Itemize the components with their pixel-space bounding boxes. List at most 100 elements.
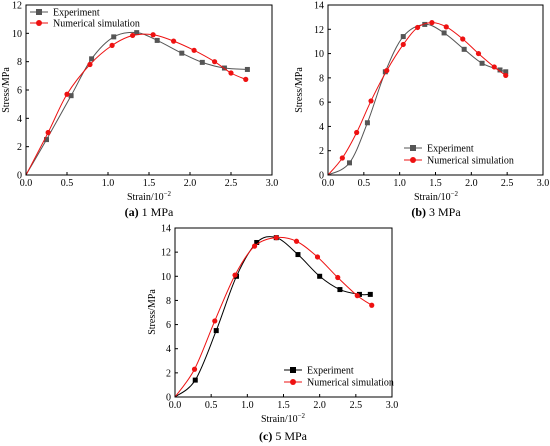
y-tick-label: 10 bbox=[314, 49, 324, 60]
legend-marker-experiment bbox=[290, 367, 296, 373]
experiment-line bbox=[327, 23, 506, 176]
y-tick-label: 0 bbox=[166, 393, 171, 404]
x-axis-title-exponent: −2 bbox=[298, 412, 306, 420]
series-layer bbox=[174, 235, 375, 398]
simulation-point bbox=[150, 32, 156, 38]
plot-frame bbox=[25, 4, 273, 176]
simulation-line bbox=[25, 33, 246, 176]
experiment-point bbox=[364, 120, 370, 126]
x-tick-label: 1.0 bbox=[393, 178, 406, 189]
y-tick-label: 2 bbox=[166, 368, 171, 379]
legend: Experiment Numerical simulation bbox=[30, 8, 140, 30]
legend: Experiment Numerical simulation bbox=[284, 366, 394, 389]
series-layer bbox=[25, 30, 250, 176]
x-tick-label: 0.5 bbox=[205, 400, 218, 411]
simulation-point bbox=[369, 302, 375, 308]
experiment-point bbox=[347, 160, 352, 166]
y-axis-title: Stress/MPa bbox=[147, 289, 158, 335]
simulation-point bbox=[87, 61, 93, 68]
x-tick-label: 1.0 bbox=[102, 178, 115, 189]
x-tick-label: 3.0 bbox=[386, 400, 399, 411]
simulation-point bbox=[251, 243, 258, 249]
experiment-point bbox=[367, 291, 373, 297]
experiment-point bbox=[337, 287, 343, 293]
y-tick-label: 10 bbox=[161, 272, 171, 283]
legend-marker-experiment bbox=[36, 9, 42, 15]
panel-c: 0.0 0.5 1.0 1.5 2.0 2.5 3.0 0 2 4 6 8 10 12 14 Stress/… bbox=[147, 224, 398, 444]
legend-label-simulation: Numerical simulation bbox=[307, 378, 394, 389]
simulation-point bbox=[109, 42, 115, 48]
experiment-point bbox=[44, 137, 49, 143]
legend-label-experiment: Experiment bbox=[53, 8, 100, 19]
experiment-point bbox=[400, 34, 406, 40]
experiment-point bbox=[89, 56, 95, 62]
x-tick-label: 1.5 bbox=[277, 400, 290, 411]
axis-ticks bbox=[25, 4, 273, 176]
x-tick-label: 2.5 bbox=[350, 400, 363, 411]
simulation-point bbox=[212, 318, 218, 324]
caption-text: 5 MPa bbox=[272, 429, 307, 443]
experiment-point bbox=[199, 59, 205, 65]
simulation-point bbox=[243, 76, 249, 82]
experiment-point bbox=[441, 30, 447, 36]
simulation-point bbox=[191, 366, 198, 372]
simulation-point bbox=[460, 36, 466, 42]
caption: (a) 1 MPa bbox=[125, 205, 174, 219]
y-axis-title: Stress/MPa bbox=[1, 67, 12, 113]
experiment-point bbox=[461, 46, 467, 52]
caption-text: 1 MPa bbox=[139, 205, 174, 219]
simulation-point bbox=[293, 238, 300, 244]
simulation-point bbox=[314, 254, 321, 260]
experiment-point bbox=[213, 328, 219, 334]
legend-label-experiment: Experiment bbox=[307, 366, 354, 377]
caption: (b) 3 MPa bbox=[411, 205, 461, 219]
caption-letter: (c) bbox=[259, 429, 272, 443]
y-tick-label: 8 bbox=[166, 296, 171, 307]
simulation-point bbox=[335, 274, 341, 281]
legend-label-simulation: Numerical simulation bbox=[53, 19, 140, 30]
axis-ticks bbox=[174, 227, 393, 398]
simulation-point bbox=[339, 155, 345, 161]
simulation-line bbox=[327, 22, 507, 176]
caption: (c) 5 MPa bbox=[259, 429, 308, 443]
x-tick-label: 0.5 bbox=[358, 178, 371, 189]
simulation-point bbox=[384, 67, 390, 74]
simulation-point bbox=[191, 47, 197, 53]
x-axis-title-text: Strain/10 bbox=[127, 192, 164, 203]
simulation-point bbox=[429, 20, 435, 26]
y-tick-label: 14 bbox=[314, 1, 324, 12]
experiment-point bbox=[295, 252, 301, 258]
caption-text: 3 MPa bbox=[426, 205, 461, 219]
legend-label-simulation: Numerical simulation bbox=[427, 156, 514, 167]
experiment-point bbox=[68, 93, 74, 99]
legend-marker-simulation bbox=[36, 20, 42, 26]
y-tick-label: 12 bbox=[314, 25, 324, 36]
simulation-point bbox=[45, 129, 51, 136]
x-tick-label: 0.5 bbox=[61, 178, 74, 189]
panel-b: 0.0 0.5 1.0 1.5 2.0 2.5 3.0 0 2 4 6 8 10 12 14 Stress/… bbox=[294, 1, 549, 220]
x-tick-label: 0.0 bbox=[322, 178, 335, 189]
x-tick-label: 2.5 bbox=[501, 178, 514, 189]
series-layer bbox=[327, 20, 509, 176]
legend-marker-experiment bbox=[410, 145, 416, 151]
y-tick-label: 6 bbox=[319, 98, 324, 109]
y-tick-label: 4 bbox=[319, 122, 324, 133]
caption-letter: (b) bbox=[411, 205, 426, 219]
y-tick-label: 2 bbox=[17, 142, 22, 153]
y-tick-label: 6 bbox=[17, 86, 22, 97]
x-tick-label: 2.5 bbox=[225, 178, 238, 189]
tick-labels: 0.0 0.5 1.0 1.5 2.0 2.5 3.0 0 2 4 6 8 10 12 14 bbox=[314, 1, 549, 190]
simulation-point bbox=[354, 129, 360, 136]
legend-marker-simulation bbox=[410, 157, 416, 163]
experiment-point bbox=[154, 37, 160, 43]
x-axis-title-text: Strain/10 bbox=[261, 414, 298, 425]
x-tick-label: 1.5 bbox=[429, 178, 442, 189]
x-axis-title: Strain/10−2 bbox=[261, 412, 306, 425]
y-tick-label: 4 bbox=[166, 344, 171, 355]
simulation-point bbox=[228, 70, 234, 76]
experiment-point bbox=[192, 377, 198, 383]
caption-letter: (a) bbox=[125, 205, 139, 219]
experiment-point bbox=[111, 34, 117, 40]
x-tick-label: 3.0 bbox=[266, 178, 279, 189]
y-tick-label: 8 bbox=[17, 57, 22, 68]
